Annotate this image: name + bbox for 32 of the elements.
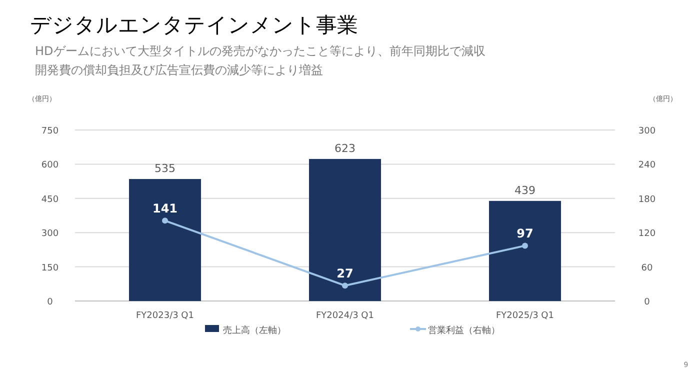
y2-tick-label: 300 bbox=[638, 126, 656, 136]
data-label: 141 bbox=[152, 202, 178, 216]
chart-title: デジタルエンタテインメント事業 bbox=[30, 13, 358, 37]
y-tick-label: 300 bbox=[41, 229, 59, 240]
x-tick-label: FY2025/3 Q1 bbox=[496, 311, 554, 321]
y-tick-label: 750 bbox=[41, 126, 59, 136]
y-tick-label: 0 bbox=[47, 298, 54, 308]
data-label: 97 bbox=[516, 226, 534, 241]
point bbox=[162, 218, 168, 224]
bar bbox=[489, 200, 561, 301]
y2-tick-label: 240 bbox=[638, 160, 656, 171]
y-tick-label: 150 bbox=[41, 263, 59, 274]
legend-label: 営業利益（右軸） bbox=[428, 325, 500, 336]
x-tick-label: FY2023/3 Q1 bbox=[136, 311, 194, 321]
point bbox=[522, 242, 528, 249]
y2-tick-label: 60 bbox=[641, 263, 653, 274]
y2-tick-label: 120 bbox=[638, 229, 656, 240]
y-tick-label: 600 bbox=[41, 160, 59, 171]
chart-subtitle: HDゲームにおいて大型タイトルの発売がなかったこと等により、前年同期比で減収 bbox=[35, 44, 486, 58]
data-label: 27 bbox=[336, 266, 354, 281]
point bbox=[342, 282, 348, 289]
x-tick-label: FY2024/3 Q1 bbox=[316, 311, 374, 321]
legend-label: 売上高（左軸） bbox=[223, 325, 286, 336]
bar bbox=[129, 179, 201, 301]
y2-tick-label: 0 bbox=[644, 298, 650, 308]
bar bbox=[309, 158, 381, 301]
y-tick-label: 450 bbox=[41, 194, 59, 205]
text: 開発費の償却負担及び広告宣伝費の減少等により増益 bbox=[35, 63, 323, 77]
data-label: 535 bbox=[154, 162, 176, 176]
data-label: 623 bbox=[334, 142, 356, 155]
data-label: 439 bbox=[514, 184, 536, 197]
y2-tick-label: 180 bbox=[638, 194, 656, 205]
